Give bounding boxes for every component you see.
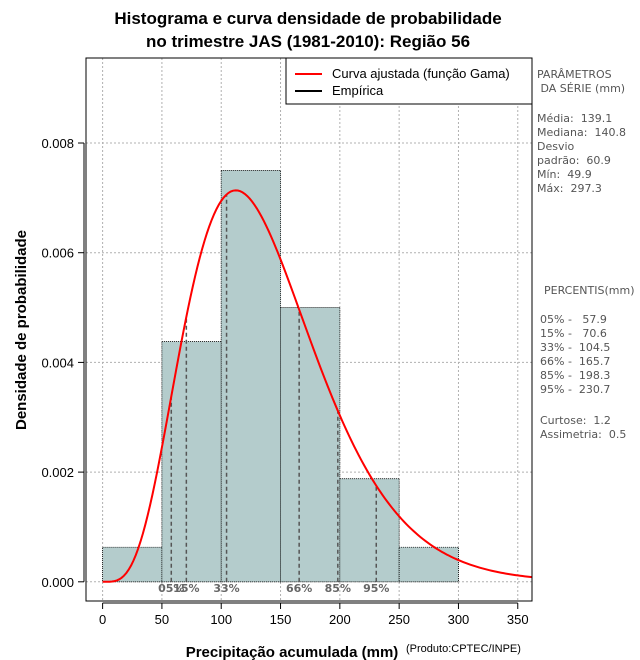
y-tick-label: 0.008 — [41, 136, 74, 151]
x-tick-label: 0 — [99, 612, 106, 627]
chart-title-line-1: Histograma e curva densidade de probabil… — [114, 9, 501, 28]
histogram-bars — [102, 170, 459, 583]
percentile-label: 33% — [213, 582, 239, 595]
params-values: Média: 139.1 Mediana: 140.8 Desvio padrã… — [537, 112, 626, 195]
percentile-label: 85% — [325, 582, 351, 595]
x-tick-label: 250 — [388, 612, 410, 627]
legend-label-empirical: Empírica — [332, 83, 384, 98]
legend-label-curve: Curva ajustada (função Gama) — [332, 66, 510, 81]
x-tick-label: 100 — [210, 612, 232, 627]
y-axis: 0.000 0.002 0.004 0.006 0.008 — [41, 136, 85, 590]
percentis-values: 05% - 57.9 15% - 70.6 33% - 104.5 66% - … — [540, 313, 611, 396]
percentile-label: 66% — [286, 582, 312, 595]
legend: Curva ajustada (função Gama) Empírica — [285, 57, 533, 105]
y-tick-label: 0.000 — [41, 575, 74, 590]
params-title: PARÂMETROS DA SÉRIE (mm) — [537, 68, 626, 95]
fitted-curve-group — [102, 189, 532, 583]
percentile-label: 15% — [173, 582, 199, 595]
fitted-gamma-curve — [102, 189, 532, 583]
shape-stats: Curtose: 1.2 Assimetria: 0.5 — [540, 414, 627, 441]
percentile-lines: 05%15% 33% 66% 85% 95% — [158, 194, 389, 595]
histogram-bar — [339, 478, 400, 583]
credit-text: (Produto:CPTEC/INPE) — [406, 643, 521, 655]
legend-box — [285, 57, 533, 105]
chart-title-line-2: no trimestre JAS (1981-2010): Região 56 — [146, 32, 470, 51]
x-tick-label: 200 — [329, 612, 351, 627]
x-tick-label: 300 — [448, 612, 470, 627]
x-tick-label: 50 — [155, 612, 169, 627]
percentile-label: 05% — [158, 582, 184, 595]
x-axis: 0 50 100 150 200 250 300 350 — [99, 602, 529, 627]
y-tick-label: 0.004 — [41, 355, 74, 370]
percentis-title: PERCENTIS(mm) — [544, 284, 635, 297]
x-axis-label: Precipitação acumulada (mm) — [186, 644, 399, 660]
x-tick-label: 150 — [270, 612, 292, 627]
y-tick-label: 0.006 — [41, 246, 74, 261]
percentile-label: 95% — [363, 582, 389, 595]
x-tick-label: 350 — [507, 612, 529, 627]
histogram-bar — [280, 307, 341, 583]
y-axis-label: Densidade de probabilidade — [13, 230, 30, 430]
y-tick-label: 0.002 — [41, 465, 74, 480]
histogram-bar — [220, 170, 281, 583]
histogram-bar — [398, 546, 459, 583]
